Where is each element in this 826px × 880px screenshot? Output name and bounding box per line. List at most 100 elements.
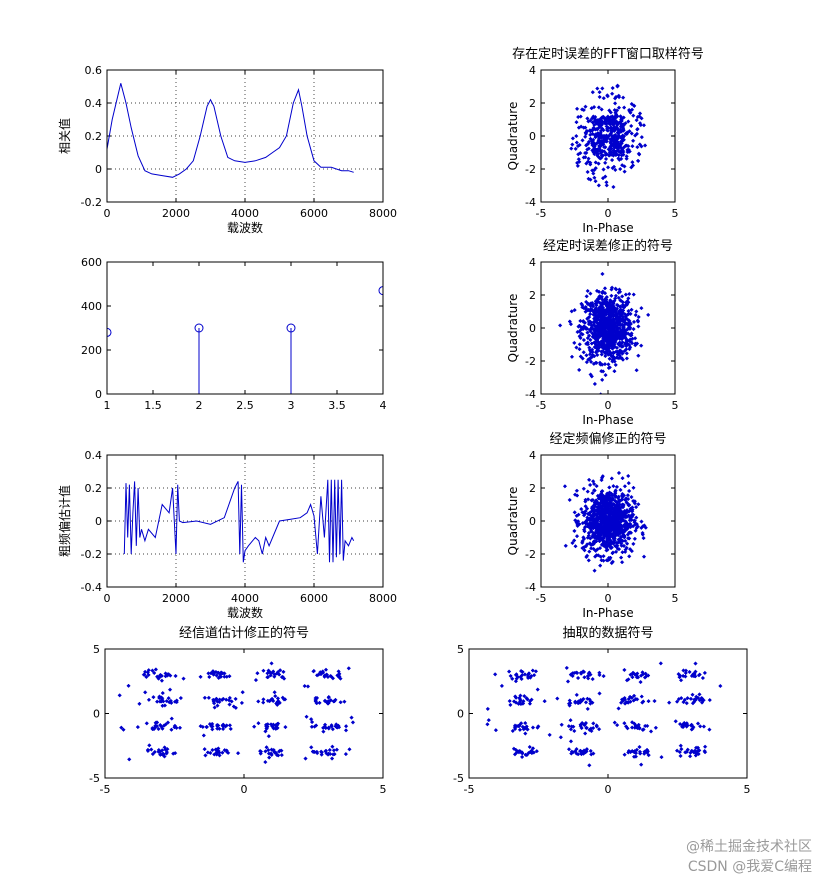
scatter-point: [707, 727, 712, 732]
scatter-point: [685, 695, 690, 701]
scatter-point: [653, 725, 658, 730]
scatter-point: [630, 720, 635, 725]
scatter-point: [522, 672, 528, 677]
scatter-point: [634, 525, 639, 531]
x-tick-label: 0: [104, 207, 111, 220]
scatter-point: [602, 361, 608, 367]
scatter-point: [522, 693, 527, 699]
scatter-point: [612, 115, 617, 121]
scatter-point: [684, 724, 689, 729]
scatter-point: [612, 509, 618, 514]
scatter-point: [609, 532, 614, 537]
scatter-point: [581, 155, 586, 160]
scatter-point: [512, 752, 518, 757]
scatter-point: [628, 530, 633, 535]
scatter-point: [588, 359, 594, 365]
scatter-point: [582, 548, 587, 553]
scatter-point: [150, 668, 155, 673]
scatter-point: [600, 338, 605, 344]
scatter-point: [614, 484, 620, 490]
scatter-point: [613, 349, 619, 354]
scatter-point: [557, 323, 563, 328]
scatter-point: [331, 752, 336, 757]
scatter-point: [627, 518, 632, 523]
scatter-point: [603, 139, 609, 144]
scatter-point: [521, 699, 526, 704]
scatter-point: [586, 139, 592, 144]
y-tick-label: 2: [529, 482, 536, 495]
scatter-point: [597, 545, 603, 551]
scatter-point: [597, 94, 602, 100]
scatter-point: [684, 749, 689, 755]
scatter-point: [639, 694, 644, 699]
scatter-point: [579, 725, 584, 731]
scatter-point: [161, 699, 166, 704]
scatter-point: [620, 316, 625, 321]
x-tick-label: 5: [672, 399, 679, 412]
scatter-point: [614, 540, 619, 546]
scatter-point: [635, 126, 640, 132]
scatter-point: [582, 675, 587, 680]
scatter-point: [493, 672, 498, 677]
scatter-point: [589, 728, 594, 734]
scatter-point: [600, 528, 605, 534]
scatter-point: [596, 501, 601, 506]
scatter-point: [597, 672, 602, 678]
scatter-point: [145, 748, 151, 754]
scatter-point: [585, 340, 590, 345]
watermark-line1: @稀土掘金技术社区: [686, 839, 812, 855]
scatter-point: [580, 545, 585, 551]
y-tick-label: 0.6: [85, 64, 103, 77]
y-tick-label: -4: [525, 388, 536, 401]
scatter-point: [592, 568, 597, 573]
scatter-point: [570, 142, 575, 147]
scatter-point: [614, 302, 620, 308]
scatter-point: [690, 692, 695, 697]
scatter-point: [155, 674, 160, 679]
scatter-point: [639, 135, 644, 140]
scatter-point: [611, 351, 616, 356]
axes-frame: [468, 648, 748, 779]
scatter-point: [621, 502, 626, 508]
scatter-point: [609, 146, 614, 151]
scatter-point: [519, 754, 525, 760]
scatter-point: [594, 333, 600, 338]
scatter-point: [607, 356, 612, 361]
scatter-point: [281, 676, 287, 681]
scatter-point: [635, 319, 641, 324]
scatter-point: [607, 365, 612, 370]
scatter-point: [588, 536, 593, 541]
y-axis-label: Quadrature: [506, 487, 520, 556]
scatter-point: [586, 676, 591, 681]
scatter-point: [587, 510, 592, 516]
scatter-point: [639, 343, 644, 348]
scatter-point: [615, 84, 620, 89]
y-tick-label: 200: [81, 344, 102, 357]
scatter-point: [609, 521, 614, 527]
scatter-point: [604, 539, 609, 545]
scatter-point: [215, 670, 221, 675]
scatter-point: [642, 523, 647, 528]
scatter-point: [177, 725, 183, 730]
scatter-point: [574, 534, 580, 539]
x-axis-label: In-Phase: [582, 606, 633, 620]
scatter-point: [637, 152, 642, 157]
scatter-point: [613, 493, 618, 499]
scatter-point: [592, 167, 597, 173]
scatter-point: [620, 163, 625, 168]
scatter-point: [569, 354, 575, 359]
scatter-point: [609, 337, 615, 342]
scatter-point: [580, 138, 585, 143]
scatter-point: [693, 753, 698, 758]
scatter-point: [577, 342, 582, 347]
scatter-point: [623, 340, 628, 346]
scatter-point: [586, 671, 592, 676]
scatter-point: [640, 700, 645, 705]
scatter-point: [695, 695, 701, 701]
scatter-point: [617, 353, 622, 358]
scatter-point: [570, 136, 576, 141]
scatter-point: [220, 750, 225, 755]
scatter-point: [261, 668, 266, 673]
scatter-point: [528, 675, 533, 680]
